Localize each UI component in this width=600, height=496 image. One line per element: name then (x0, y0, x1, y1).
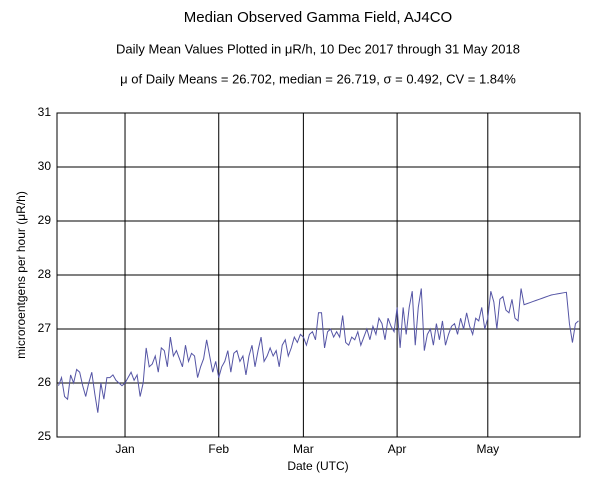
y-tick-label: 28 (38, 267, 52, 281)
chart-title: Median Observed Gamma Field, AJ4CO (184, 9, 452, 26)
plot-frame (56, 112, 581, 438)
x-tick-label: Feb (208, 442, 229, 456)
x-tick-label: Mar (293, 442, 314, 456)
x-tick-label: May (476, 442, 499, 456)
stats-annotation: μ of Daily Means = 26.702, median = 26.7… (120, 71, 516, 86)
y-axis-label: microroentgens per hour (μR/h) (14, 191, 28, 359)
y-tick-label: 27 (38, 321, 52, 335)
chart-subtitle: Daily Mean Values Plotted in μR/h, 10 De… (116, 41, 520, 56)
y-tick-label: 26 (38, 375, 52, 389)
y-tick-label: 30 (38, 159, 52, 173)
x-tick-label: Apr (388, 442, 407, 456)
y-tick-label: 29 (38, 213, 52, 227)
data-line (58, 288, 579, 413)
y-tick-label: 31 (38, 105, 52, 119)
y-tick-label: 25 (38, 429, 52, 443)
x-tick-label: Jan (115, 442, 134, 456)
x-axis-label: Date (UTC) (287, 459, 348, 473)
